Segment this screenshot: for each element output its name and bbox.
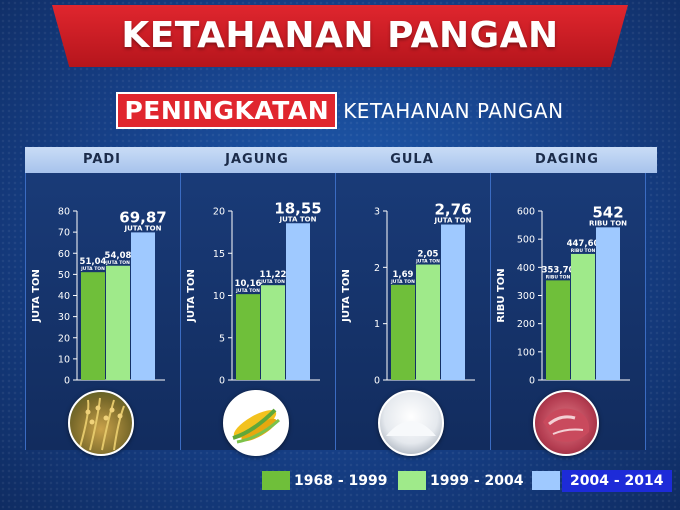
bar-2	[106, 265, 130, 380]
sugar-icon	[378, 390, 444, 456]
data-label-highlight: 542	[592, 203, 623, 221]
data-unit-label: JUTA TON	[415, 259, 440, 265]
category-label-padi: PADI	[82, 152, 122, 167]
data-unit-label: JUTA TON	[80, 266, 105, 272]
y-tick-label: 40	[58, 291, 70, 302]
y-tick-label: 20	[213, 207, 225, 218]
y-tick-label: 0	[374, 376, 380, 387]
data-unit-label: JUTA TON	[105, 260, 130, 266]
data-unit-label: JUTA TON	[235, 288, 260, 294]
y-tick-label: 0	[64, 376, 70, 387]
y-tick-label: 20	[58, 333, 70, 344]
bar-3	[596, 227, 620, 380]
legend-label-2004-2014: 2004 - 2014	[562, 470, 672, 492]
page-title: KETAHANAN PANGAN	[121, 15, 559, 56]
bar-1	[546, 280, 570, 380]
y-tick-label: 70	[58, 228, 70, 239]
subheading: PENINGKATAN KETAHANAN PANGAN	[0, 92, 680, 129]
data-label-highlight: 2,76	[434, 201, 471, 219]
data-unit-label: RIBU TON	[571, 248, 596, 254]
subheading-rest: KETAHANAN PANGAN	[343, 98, 564, 123]
y-tick-label: 10	[213, 291, 225, 302]
y-tick-label: 50	[58, 270, 70, 281]
y-tick-label: 30	[58, 312, 70, 323]
data-unit-label: JUTA TON	[260, 279, 285, 285]
data-label: 51,04	[80, 257, 107, 267]
y-tick-label: 300	[517, 291, 535, 302]
y-tick-label: 0	[529, 376, 535, 387]
data-label-highlight: 69,87	[119, 208, 166, 226]
legend-label-1999-2004: 1999 - 2004	[430, 473, 524, 489]
y-tick-label: 3	[374, 207, 380, 218]
category-label-gula: GULA	[390, 152, 434, 167]
data-label: 1,69	[393, 270, 414, 280]
y-axis-label: JUTA TON	[341, 269, 352, 323]
bar-3	[131, 232, 155, 380]
y-axis-label: JUTA TON	[186, 269, 197, 323]
title-banner	[52, 5, 628, 67]
y-tick-label: 2	[374, 263, 380, 274]
data-label: 54,08	[105, 251, 132, 261]
y-tick-label: 200	[517, 319, 535, 330]
data-unit-label-highlight: RIBU TON	[589, 219, 627, 227]
y-tick-label: 100	[517, 347, 535, 358]
y-tick-label: 0	[219, 376, 225, 387]
bar-2	[571, 253, 595, 380]
y-tick-label: 400	[517, 263, 535, 274]
legend-swatch-2004-2014	[532, 471, 560, 490]
legend-label-1968-1999: 1968 - 1999	[294, 473, 388, 489]
data-label: 447,60	[567, 239, 600, 249]
category-label-daging: DAGING	[535, 152, 599, 167]
data-unit-label-highlight: JUTA TON	[124, 224, 162, 232]
y-tick-label: 15	[213, 249, 225, 260]
corn-icon	[223, 390, 289, 456]
data-unit-label: RIBU TON	[546, 274, 571, 280]
bar-2	[416, 264, 440, 380]
y-axis-label: RIBU TON	[496, 268, 507, 322]
y-tick-label: 5	[219, 333, 225, 344]
legend-swatch-1968-1999	[262, 471, 290, 490]
meat-icon	[533, 390, 599, 456]
bar-1	[81, 272, 105, 380]
data-unit-label: JUTA TON	[390, 279, 415, 285]
bar-2	[261, 285, 285, 380]
data-label: 11,22	[260, 270, 287, 280]
y-tick-label: 80	[58, 207, 70, 218]
y-tick-label: 10	[58, 354, 70, 365]
rice-icon	[68, 390, 134, 456]
y-axis-label: JUTA TON	[31, 269, 42, 323]
legend-swatch-1999-2004	[398, 471, 426, 490]
y-tick-label: 500	[517, 235, 535, 246]
category-label-jagung: JAGUNG	[225, 152, 289, 167]
data-label-highlight: 18,55	[274, 199, 321, 217]
bar-1	[391, 284, 415, 380]
category-header-bar	[25, 147, 657, 173]
data-unit-label-highlight: JUTA TON	[434, 217, 472, 225]
data-unit-label-highlight: JUTA TON	[279, 215, 317, 223]
bar-3	[441, 224, 465, 380]
y-tick-label: 60	[58, 249, 70, 260]
data-label: 10,16	[235, 279, 262, 289]
data-label: 353,70	[542, 265, 575, 275]
bar-1	[236, 294, 260, 380]
data-label: 2,05	[418, 250, 439, 260]
y-tick-label: 1	[374, 319, 380, 330]
y-tick-label: 600	[517, 207, 535, 218]
subheading-highlight: PENINGKATAN	[116, 92, 338, 129]
bar-3	[286, 223, 310, 380]
